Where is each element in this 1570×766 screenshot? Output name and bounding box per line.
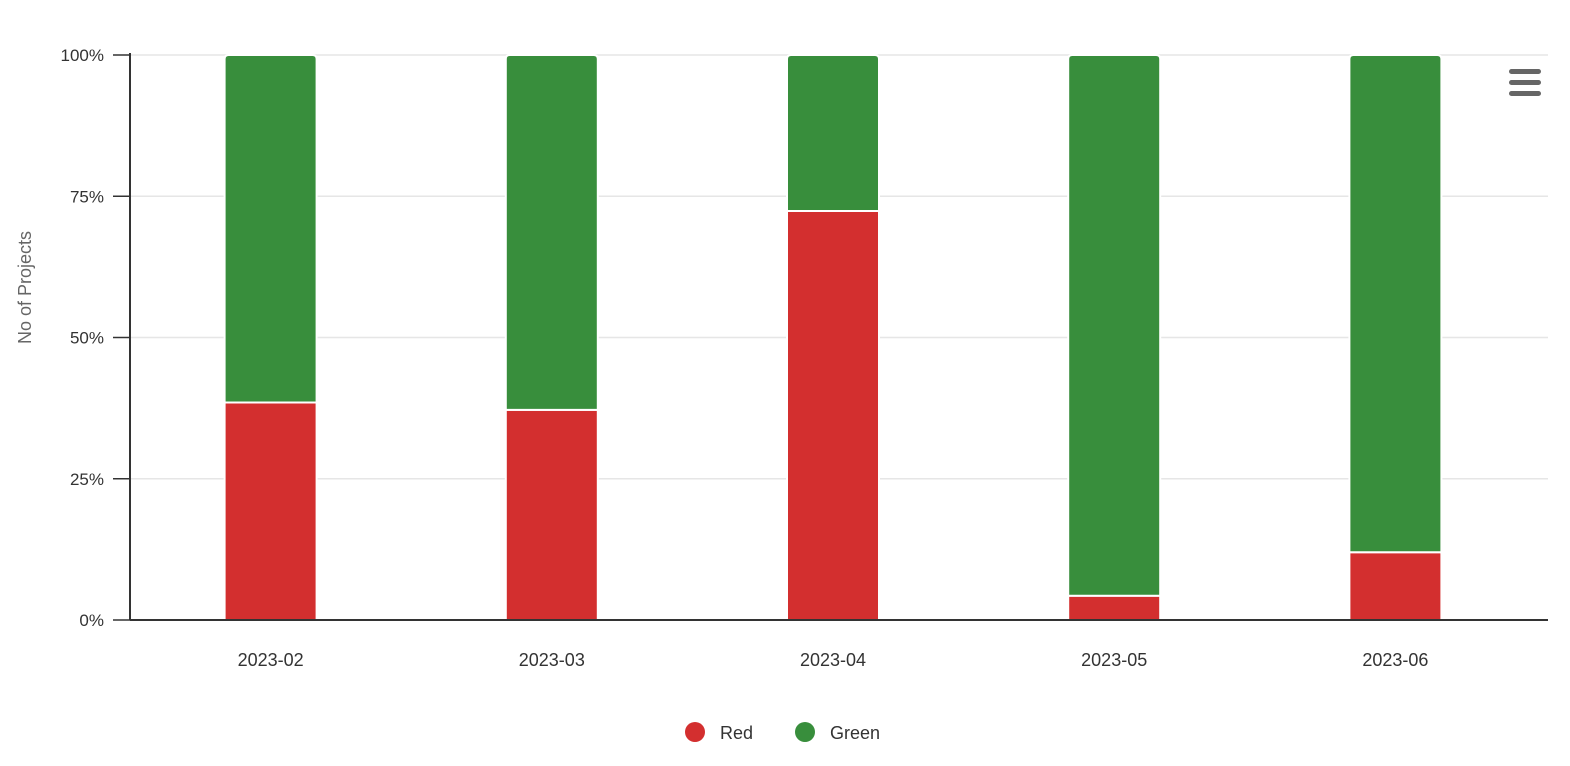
bar-red-2023-04[interactable] — [786, 209, 880, 621]
legend: Red Green — [685, 722, 880, 743]
legend-item-green[interactable]: Green — [795, 722, 880, 743]
legend-swatch — [795, 722, 815, 742]
y-tick-label: 100% — [61, 46, 104, 65]
y-tick-label: 25% — [70, 470, 104, 489]
legend-item-red[interactable]: Red — [685, 722, 753, 743]
x-axis-labels: 2023-02 2023-03 2023-04 2023-05 2023-06 — [238, 650, 1429, 670]
hamburger-menu-icon[interactable] — [1509, 69, 1541, 96]
legend-label: Red — [720, 723, 753, 743]
y-tick-label: 50% — [70, 329, 104, 348]
bars — [223, 54, 1443, 621]
y-axis-title: No of Projects — [15, 231, 35, 344]
x-category-label: 2023-06 — [1362, 650, 1428, 670]
y-tick-label: 75% — [70, 187, 104, 206]
bar-green-2023-02[interactable] — [223, 54, 318, 404]
y-tick-label: 0% — [79, 611, 104, 630]
bar-green-2023-04[interactable] — [786, 54, 880, 212]
bar-red-2023-06[interactable] — [1348, 551, 1443, 621]
bar-green-2023-03[interactable] — [504, 54, 599, 411]
x-category-label: 2023-03 — [519, 650, 585, 670]
x-category-label: 2023-02 — [238, 650, 304, 670]
x-category-label: 2023-05 — [1081, 650, 1147, 670]
y-axis-ticks: 0% 25% 50% 75% 100% — [61, 46, 130, 630]
legend-swatch — [685, 722, 705, 742]
bar-red-2023-05[interactable] — [1067, 594, 1162, 621]
axes — [129, 53, 1548, 621]
legend-label: Green — [830, 723, 880, 743]
x-category-label: 2023-04 — [800, 650, 866, 670]
bar-red-2023-03[interactable] — [504, 408, 599, 621]
chart-menu-button[interactable] — [1500, 60, 1550, 105]
bar-red-2023-02[interactable] — [223, 401, 318, 621]
bar-green-2023-06[interactable] — [1348, 54, 1443, 554]
bar-green-2023-05[interactable] — [1067, 54, 1162, 597]
